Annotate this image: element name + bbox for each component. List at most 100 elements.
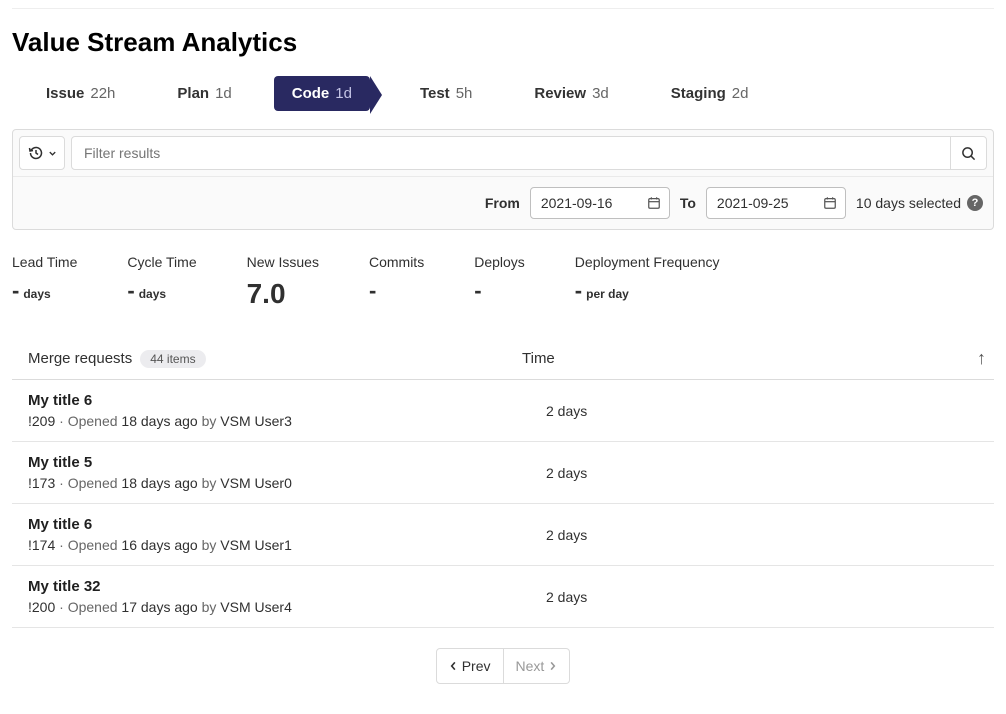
table-row[interactable]: My title 6 !209 · Opened 18 days ago by V… — [12, 380, 994, 442]
row-time: 2 days — [522, 465, 994, 481]
prev-label: Prev — [462, 658, 491, 674]
chevron-right-icon — [548, 660, 557, 672]
calendar-icon — [647, 196, 661, 210]
stage-duration: 5h — [456, 85, 473, 102]
metric-lead-time: Lead Time -days — [12, 254, 77, 308]
stage-tab-staging[interactable]: Staging 2d — [651, 76, 769, 111]
mr-ref: !173 — [28, 475, 55, 491]
stage-duration: 2d — [732, 85, 749, 102]
stage-label: Staging — [671, 85, 726, 102]
mr-author: VSM User3 — [220, 413, 292, 429]
mr-title: My title 32 — [28, 578, 522, 595]
metric-deployment-frequency: Deployment Frequency-per day — [575, 254, 720, 308]
filter-bar: From 2021-09-16 To 2021-09-25 10 days se… — [12, 129, 994, 230]
table-header: Merge requests 44 items Time ↑ — [12, 338, 994, 380]
stage-label: Test — [420, 85, 450, 102]
row-details: My title 6 !209 · Opened 18 days ago by V… — [12, 392, 522, 429]
metric-label: Commits — [369, 254, 424, 270]
table-body: My title 6 !209 · Opened 18 days ago by V… — [12, 380, 994, 628]
metric-label: Deployment Frequency — [575, 254, 720, 270]
stage-duration: 3d — [592, 85, 609, 102]
table-row[interactable]: My title 32 !200 · Opened 17 days ago by … — [12, 566, 994, 628]
date-from-value: 2021-09-16 — [541, 195, 613, 211]
th-time: Time — [522, 350, 964, 367]
stage-tab-issue[interactable]: Issue 22h — [26, 76, 135, 111]
mr-opened: 16 days ago — [121, 537, 197, 553]
metric-value: - — [474, 280, 481, 302]
stage-label: Plan — [177, 85, 209, 102]
table-row[interactable]: My title 6!174 · Opened 16 days ago by V… — [12, 504, 994, 566]
mr-opened: 18 days ago — [121, 475, 197, 491]
mr-subtitle: !173 · Opened 18 days ago by VSM User0 — [28, 475, 522, 491]
mr-subtitle: !209 · Opened 18 days ago by VSM User3 — [28, 413, 522, 429]
next-button[interactable]: Next — [504, 648, 571, 684]
page-title: Value Stream Analytics — [12, 27, 994, 58]
filter-input-wrap — [71, 136, 987, 170]
mr-opened: 18 days ago — [121, 413, 197, 429]
stage-duration: 1d — [335, 85, 352, 102]
stage-duration: 1d — [215, 85, 232, 102]
date-from-field[interactable]: 2021-09-16 — [530, 187, 670, 219]
metric-value: 7.0 — [247, 280, 286, 308]
chevron-down-icon — [48, 149, 57, 158]
metric-label: Lead Time — [12, 254, 77, 270]
stage-tab-code[interactable]: Code 1d — [274, 76, 370, 111]
mr-title: My title 5 — [28, 454, 522, 471]
metrics-row: Lead Time-daysCycle Time-daysNew Issues7… — [12, 254, 994, 308]
stage-tabs: Issue 22h Plan 1d Code 1d Test 5h Review 3d Stagin… — [12, 76, 994, 111]
mr-opened: 17 days ago — [121, 599, 197, 615]
range-summary: 10 days selected — [856, 195, 961, 211]
metric-label: Cycle Time — [127, 254, 196, 270]
mr-author: VSM User0 — [220, 475, 292, 491]
row-time: 2 days — [522, 589, 994, 605]
row-time: 2 days — [522, 527, 994, 543]
date-to-value: 2021-09-25 — [717, 195, 789, 211]
mr-subtitle: !200 · Opened 17 days ago by VSM User4 — [28, 599, 522, 615]
metric-new-issues: New Issues 7.0 — [247, 254, 319, 308]
stage-tab-test[interactable]: Test 5h — [400, 76, 492, 111]
metric-unit: days — [23, 287, 50, 301]
sort-arrow[interactable]: ↑ — [964, 348, 994, 369]
mr-author: VSM User4 — [220, 599, 292, 615]
row-time: 2 days — [522, 403, 994, 419]
metric-value: - — [575, 280, 582, 302]
table-row[interactable]: My title 5 !173 · Opened 18 days ago by V… — [12, 442, 994, 504]
mr-ref: !200 — [28, 599, 55, 615]
calendar-icon — [823, 196, 837, 210]
metric-value: - — [369, 280, 376, 302]
metric-deploys: Deploys- — [474, 254, 525, 308]
next-label: Next — [516, 658, 545, 674]
stage-label: Code — [292, 85, 330, 102]
metric-label: New Issues — [247, 254, 319, 270]
from-label: From — [485, 195, 520, 211]
help-icon[interactable]: ? — [967, 195, 983, 211]
stage-tab-plan[interactable]: Plan 1d — [157, 76, 251, 111]
metric-value: - — [12, 280, 19, 302]
stage-label: Issue — [46, 85, 84, 102]
search-button[interactable] — [950, 137, 986, 169]
metric-cycle-time: Cycle Time -days — [127, 254, 196, 308]
metric-commits: Commits - — [369, 254, 424, 308]
pagination: Prev Next — [12, 648, 994, 684]
count-badge: 44 items — [140, 350, 205, 368]
stage-duration: 22h — [90, 85, 115, 102]
history-button[interactable] — [19, 136, 65, 170]
stage-tab-review[interactable]: Review 3d — [514, 76, 628, 111]
mr-title: My title 6 — [28, 516, 522, 533]
history-icon — [28, 145, 44, 161]
th-merge-requests: Merge requests — [28, 350, 132, 367]
mr-ref: !174 — [28, 537, 55, 553]
prev-button[interactable]: Prev — [436, 648, 504, 684]
chevron-left-icon — [449, 660, 458, 672]
row-details: My title 5 !173 · Opened 18 days ago by V… — [12, 454, 522, 491]
mr-author: VSM User1 — [220, 537, 292, 553]
filter-input[interactable] — [72, 137, 950, 169]
metric-unit: days — [139, 287, 166, 301]
mr-title: My title 6 — [28, 392, 522, 409]
date-to-field[interactable]: 2021-09-25 — [706, 187, 846, 219]
metric-value: - — [127, 280, 134, 302]
row-details: My title 32 !200 · Opened 17 days ago by … — [12, 578, 522, 615]
stage-label: Review — [534, 85, 586, 102]
mr-ref: !209 — [28, 413, 55, 429]
to-label: To — [680, 195, 696, 211]
